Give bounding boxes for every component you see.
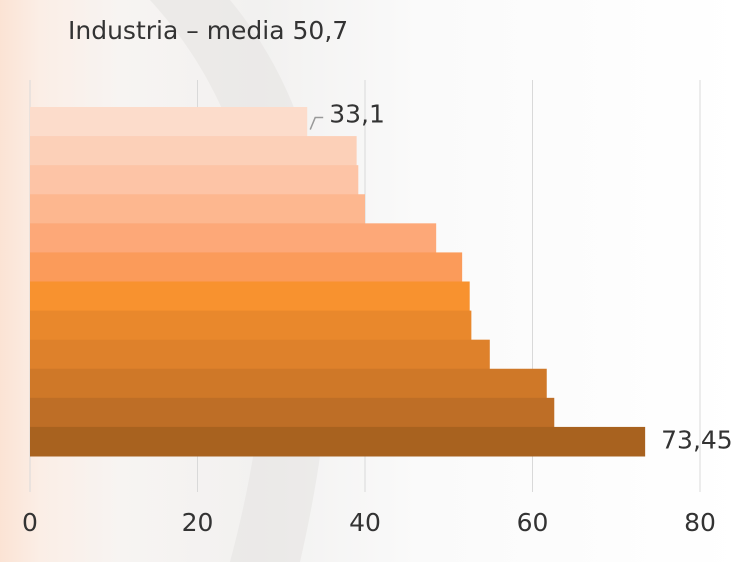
bar — [30, 165, 359, 195]
bar — [30, 107, 308, 137]
bar — [30, 339, 490, 370]
data-label: 73,45 — [661, 425, 733, 454]
bar — [30, 368, 547, 399]
data-label: 33,1 — [329, 100, 385, 129]
bar — [30, 310, 472, 341]
x-tick-label: 80 — [684, 508, 716, 537]
bar — [30, 252, 463, 282]
bar — [30, 223, 437, 253]
bar — [30, 397, 555, 428]
bar — [30, 194, 365, 224]
x-tick-label: 20 — [182, 508, 214, 537]
chart-title: Industria – media 50,7 — [68, 16, 348, 45]
x-tick-label: 60 — [517, 508, 549, 537]
x-tick-label: 40 — [349, 508, 381, 537]
bar — [30, 136, 357, 166]
label-leader — [309, 116, 324, 130]
bar — [30, 281, 470, 312]
x-tick-label: 0 — [22, 508, 38, 537]
bar — [30, 426, 646, 457]
